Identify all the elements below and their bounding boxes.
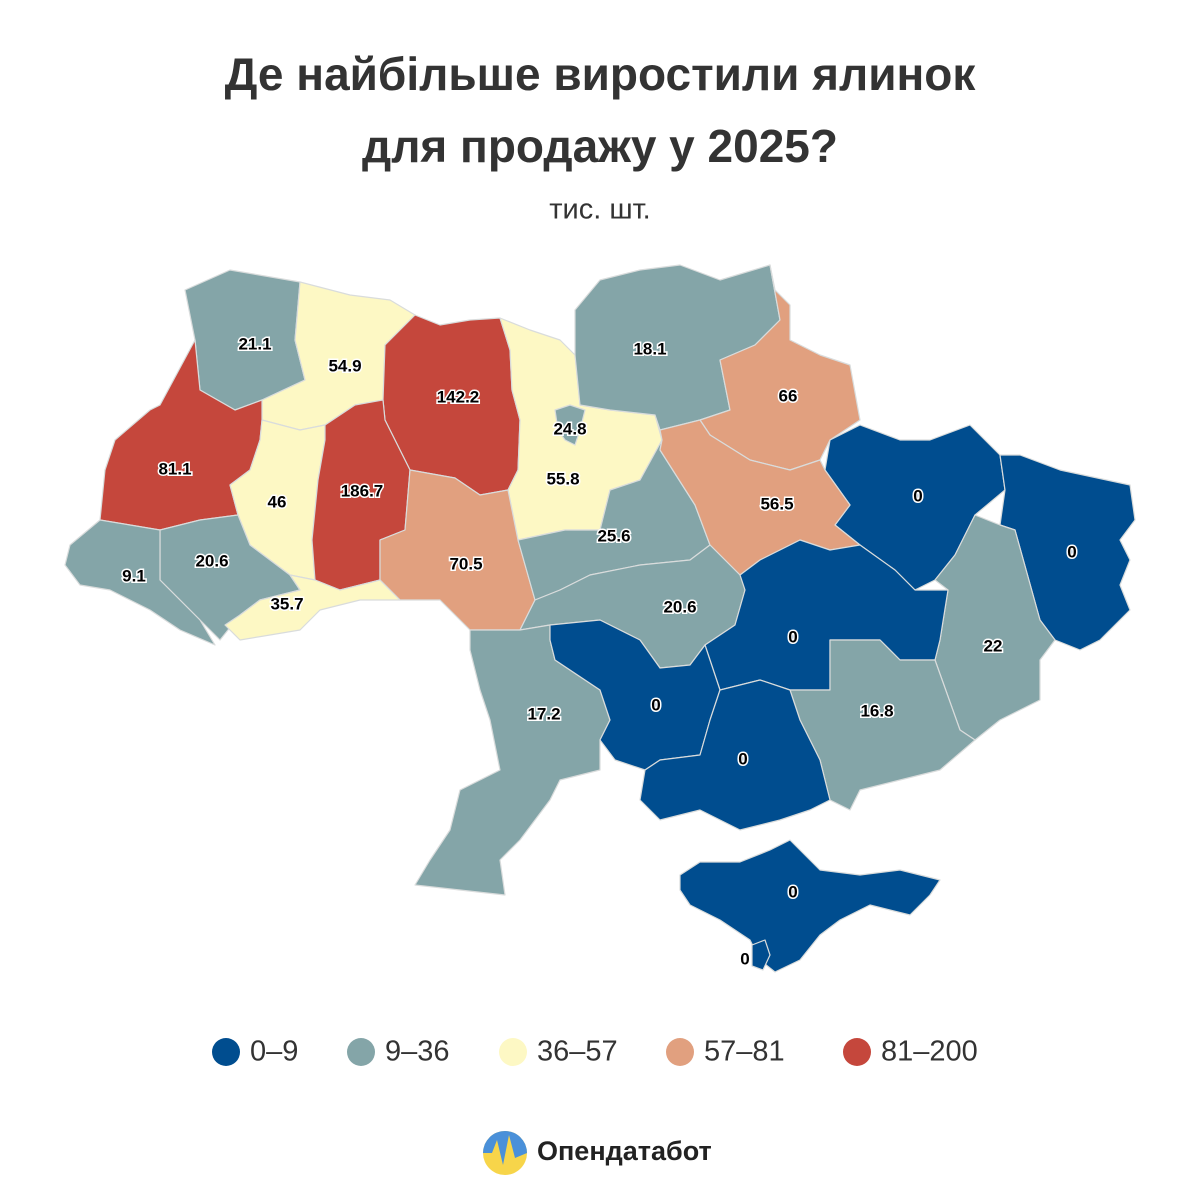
legend-label: 0–9: [250, 1036, 298, 1068]
subtitle: тис. шт.: [549, 194, 651, 226]
region-label: 18.1: [633, 339, 666, 358]
region-label: 25.6: [597, 526, 630, 545]
region-label: 54.9: [328, 356, 361, 375]
region-label: 17.2: [527, 704, 560, 723]
region-label: 46: [268, 492, 287, 511]
region-label: 186.7: [341, 481, 384, 500]
region-label: 21.1: [238, 334, 271, 353]
legend-label: 36–57: [537, 1036, 618, 1068]
region: [751, 939, 771, 971]
region-label: 0: [651, 695, 660, 714]
legend-swatch: [666, 1038, 694, 1066]
region: [554, 404, 586, 446]
legend-label: 81–200: [881, 1036, 978, 1068]
region-label: 35.7: [270, 594, 303, 613]
legend-swatch: [347, 1038, 375, 1066]
region: [679, 839, 941, 973]
legend-label: 57–81: [704, 1036, 785, 1068]
region-label: 0: [788, 627, 797, 646]
region-label: 0: [738, 749, 747, 768]
legend-swatch: [499, 1038, 527, 1066]
region-label: 9.1: [122, 566, 146, 585]
region-label: 66: [779, 386, 798, 405]
region-label: 20.6: [663, 597, 696, 616]
title-line: Де найбільше виростили ялинок: [225, 48, 977, 100]
legend-label: 9–36: [385, 1036, 450, 1068]
source: Опендатабот: [537, 1136, 712, 1166]
region-label: 24.8: [553, 419, 586, 438]
legend: 0–9 9–36 36–57 57–81 81–200: [212, 1036, 978, 1068]
region: [224, 574, 401, 641]
region: [639, 679, 831, 831]
logo-wave: [483, 1131, 527, 1165]
source-logo: Опендатабот: [483, 1131, 712, 1175]
title-line: для продажу у 2025?: [362, 120, 838, 172]
legend-swatch: [843, 1038, 871, 1066]
region-label: 70.5: [449, 554, 482, 573]
map: 21.1 54.9 142.2 55.8 24.8 18.1 66 0 0 22 81.1 46 186…: [64, 264, 1136, 973]
region-label: 55.8: [546, 469, 579, 488]
region-label: 16.8: [860, 701, 893, 720]
region-label: 56.5: [760, 494, 793, 513]
region: [64, 519, 216, 646]
region-label: 81.1: [158, 459, 191, 478]
region-label: 20.6: [195, 551, 228, 570]
region-label: 142.2: [437, 387, 480, 406]
region-label: 22: [984, 636, 1003, 655]
legend-swatch: [212, 1038, 240, 1066]
region-label: 0: [913, 486, 922, 505]
region-label: 0: [1067, 542, 1076, 561]
region-label: 0: [740, 949, 749, 968]
region-label: 0: [788, 882, 797, 901]
